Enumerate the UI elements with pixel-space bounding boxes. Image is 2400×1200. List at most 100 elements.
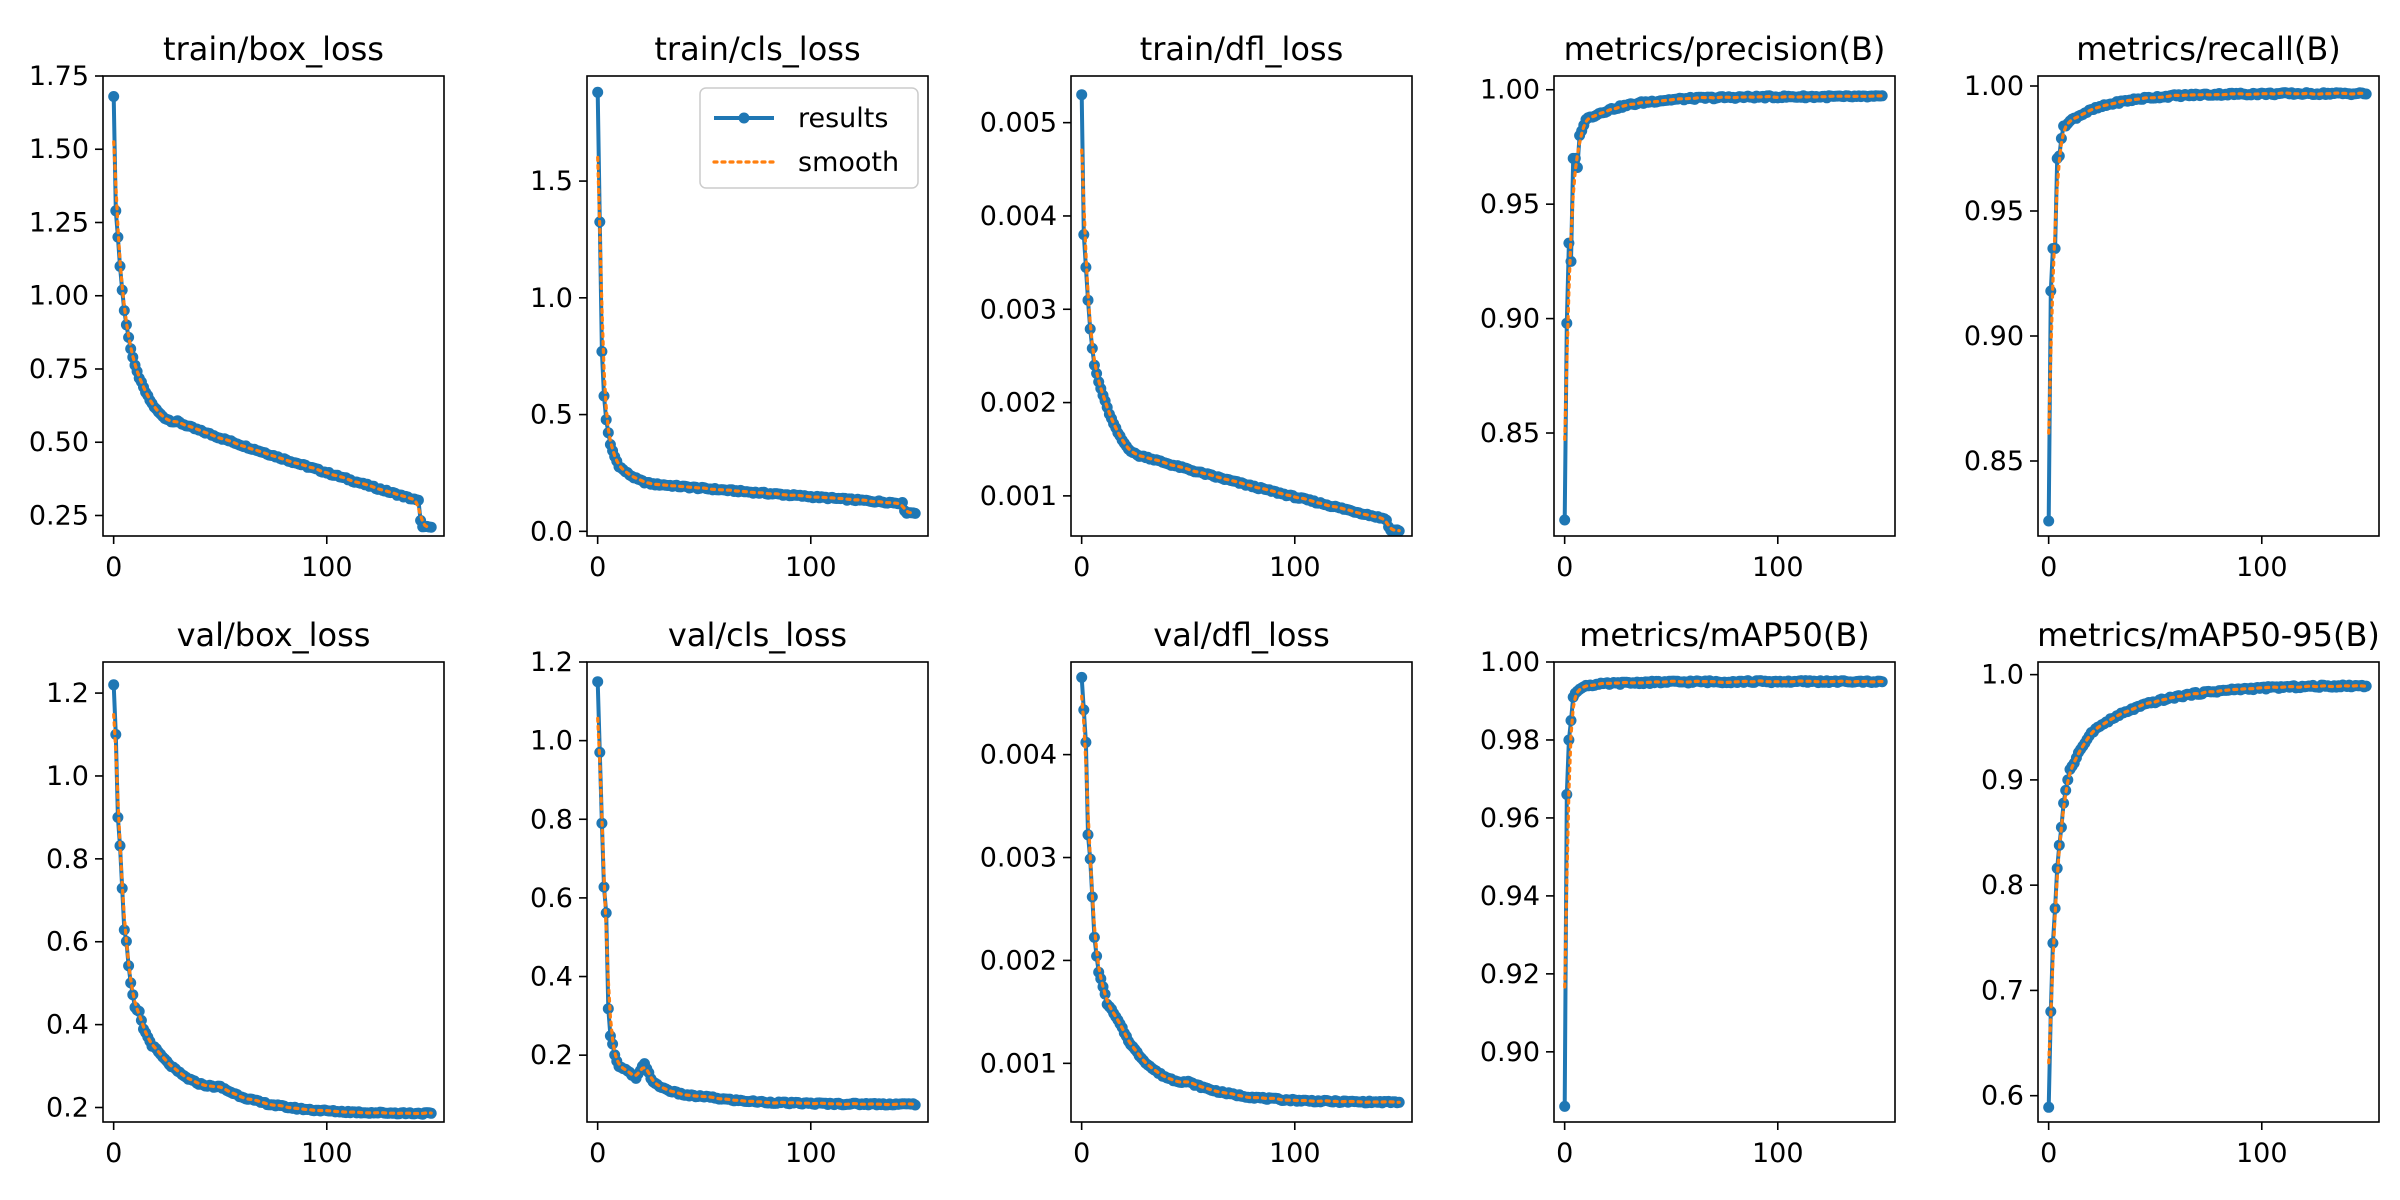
y-tick-label: 0.98: [1480, 725, 1540, 756]
smooth-series-line: [112, 713, 433, 1116]
x-tick-label: 0: [589, 1138, 606, 1169]
y-tick-label: 1.0: [46, 761, 89, 792]
panel-title: val/cls_loss: [668, 616, 847, 654]
panel-title: metrics/mAP50(B): [1579, 616, 1870, 654]
x-tick-label: 100: [301, 1138, 353, 1169]
y-tick-label: 0.6: [530, 883, 573, 914]
x-tick-label: 0: [105, 552, 122, 583]
results-point: [2360, 680, 2372, 692]
x-tick-label: 0: [2040, 1138, 2057, 1169]
y-tick-label: 1.75: [29, 61, 89, 92]
x-tick-label: 100: [785, 1138, 837, 1169]
smooth-series-line: [1080, 694, 1401, 1104]
results-point: [1082, 294, 1094, 306]
x-tick-label: 100: [2236, 1138, 2288, 1169]
x-tick-label: 0: [1556, 552, 1573, 583]
plot-area: [108, 679, 437, 1120]
results-point: [1561, 789, 1573, 800]
y-tick-label: 0.002: [980, 388, 1057, 419]
y-tick-label: 0.001: [980, 481, 1057, 512]
y-tick-label: 0.6: [46, 927, 89, 958]
y-tick-label: 1.0: [530, 726, 573, 757]
results-point: [425, 521, 437, 533]
y-tick-label: 0.5: [530, 400, 573, 431]
x-tick-label: 100: [1269, 552, 1321, 583]
results-point: [1563, 237, 1575, 249]
y-tick-label: 0.50: [29, 427, 89, 458]
x-tick-label: 100: [785, 552, 837, 583]
y-tick-label: 1.00: [1480, 75, 1540, 106]
results-point: [1561, 317, 1573, 329]
axes-frame: [1070, 661, 1413, 1123]
panel-2: train/dfl_loss 0.001 0.002 0.003 0.004 0.005 0…: [980, 30, 1413, 583]
y-tick-label: 0.2: [530, 1040, 573, 1071]
panel-0: train/box_loss 0.25 0.50 0.75 1.00 1.25 1.50 1.…: [29, 30, 445, 583]
smooth-series-line: [596, 155, 917, 515]
results-point: [909, 507, 921, 519]
panel-title: val/dfl_loss: [1153, 616, 1330, 654]
results-point: [1080, 261, 1092, 273]
axes-frame: [2037, 75, 2380, 537]
plot-area: [1076, 89, 1405, 536]
results-point: [1559, 514, 1571, 526]
y-tick-label: 1.0: [530, 283, 573, 314]
panels: train/box_loss0.250.500.751.001.251.501.…: [29, 30, 2380, 1169]
results-point: [592, 676, 604, 688]
smooth-series-line: [2047, 91, 2368, 435]
y-tick-label: 1.2: [46, 678, 89, 709]
y-tick-label: 0.85: [1964, 446, 2024, 477]
results-point: [1563, 734, 1575, 746]
x-tick-label: 0: [2040, 552, 2057, 583]
x-tick-label: 100: [1269, 1138, 1321, 1169]
y-tick-label: 0.003: [980, 843, 1057, 874]
axes-frame: [102, 661, 445, 1123]
results-point: [125, 977, 137, 989]
panel-title: train/dfl_loss: [1140, 30, 1344, 68]
results-point: [2043, 515, 2055, 527]
panel-title: metrics/recall(B): [2076, 30, 2341, 68]
x-tick-label: 100: [2236, 552, 2288, 583]
panel-1: train/cls_loss 0.0 0.5 1.0 1.5 0 100 results smo…: [530, 30, 929, 583]
panel-5: val/box_loss 0.2 0.4 0.6 0.8 1.0 1.2 0 100: [46, 616, 445, 1169]
panel-title: metrics/mAP50-95(B): [2037, 616, 2380, 654]
axes-frame: [102, 75, 445, 537]
y-tick-label: 1.00: [1964, 71, 2024, 102]
y-tick-label: 0.2: [46, 1092, 89, 1123]
results-point: [602, 1003, 614, 1015]
axes-frame: [1553, 75, 1896, 537]
smooth-series-line: [112, 140, 433, 529]
y-tick-label: 1.5: [530, 166, 573, 197]
axes-frame: [2037, 661, 2380, 1123]
results-point: [909, 1099, 921, 1111]
results-point: [108, 679, 120, 691]
y-tick-label: 0.92: [1480, 959, 1540, 990]
results-point: [2045, 285, 2057, 297]
y-tick-label: 0.004: [980, 201, 1057, 232]
y-tick-label: 0.95: [1964, 196, 2024, 227]
y-tick-label: 1.00: [29, 281, 89, 312]
y-tick-label: 0.90: [1480, 1037, 1540, 1068]
axes-frame: [586, 75, 929, 537]
plot-area: [1559, 90, 1888, 526]
y-tick-label: 0.94: [1480, 881, 1540, 912]
results-point: [108, 91, 120, 102]
results-point: [1076, 671, 1088, 683]
panel-title: train/cls_loss: [654, 30, 860, 68]
y-tick-label: 0.003: [980, 294, 1057, 325]
x-tick-label: 100: [301, 552, 353, 583]
plot-area: [2043, 87, 2372, 527]
legend-smooth-label: smooth: [798, 147, 899, 178]
results-point: [592, 86, 604, 98]
plot-area: [1559, 675, 1888, 1112]
y-tick-label: 0.0: [530, 516, 573, 547]
y-tick-label: 0.4: [530, 962, 573, 993]
y-tick-label: 0.6: [1981, 1081, 2024, 1112]
plot-area: [1076, 671, 1405, 1109]
axes-frame: [1553, 661, 1896, 1123]
y-tick-label: 1.00: [1480, 647, 1540, 678]
plot-area: [592, 676, 921, 1111]
results-point: [1559, 1100, 1571, 1112]
results-point: [2043, 1101, 2055, 1113]
